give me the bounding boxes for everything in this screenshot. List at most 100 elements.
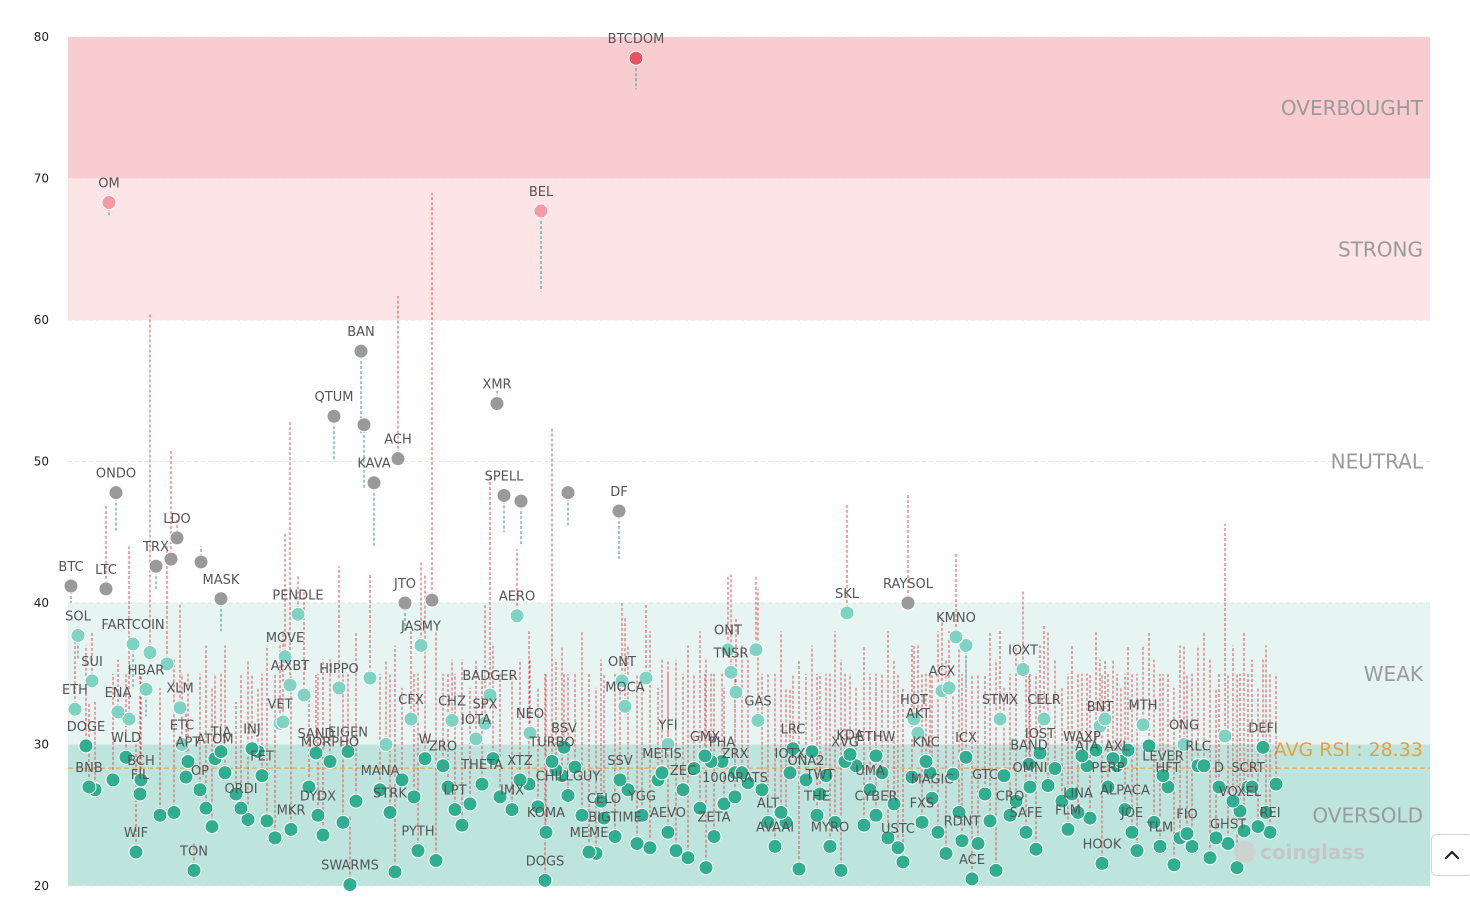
point-metis[interactable] bbox=[654, 765, 670, 781]
point-unlabeled[interactable] bbox=[259, 813, 275, 829]
point-unlabeled[interactable] bbox=[440, 779, 456, 795]
point-unlabeled[interactable] bbox=[833, 862, 849, 878]
point-unlabeled[interactable] bbox=[958, 637, 974, 653]
point-bnb[interactable] bbox=[81, 779, 97, 795]
point-zec[interactable] bbox=[675, 782, 691, 798]
point-rdnt[interactable] bbox=[954, 833, 970, 849]
point-unlabeled[interactable] bbox=[938, 845, 954, 861]
point-1000rats[interactable] bbox=[727, 789, 743, 805]
point-unlabeled[interactable] bbox=[121, 711, 137, 727]
point-kava[interactable] bbox=[366, 475, 382, 491]
point-lrc[interactable] bbox=[785, 741, 801, 757]
point-mask[interactable] bbox=[213, 591, 229, 607]
point-tia[interactable] bbox=[213, 744, 229, 760]
point-unlabeled[interactable] bbox=[362, 670, 378, 686]
point-sui[interactable] bbox=[84, 673, 100, 689]
point-unlabeled[interactable] bbox=[1208, 830, 1224, 846]
point-unlabeled[interactable] bbox=[267, 830, 283, 846]
point-aixbt[interactable] bbox=[282, 677, 298, 693]
point-kda[interactable] bbox=[842, 746, 858, 762]
point-twt[interactable] bbox=[812, 786, 828, 802]
point-spx[interactable] bbox=[477, 715, 493, 731]
point-unlabeled[interactable] bbox=[198, 800, 214, 816]
point-unlabeled[interactable] bbox=[686, 761, 702, 777]
point-unlabeled[interactable] bbox=[394, 772, 410, 788]
point-kmno[interactable] bbox=[948, 629, 964, 645]
point-joe[interactable] bbox=[1124, 824, 1140, 840]
point-zro[interactable] bbox=[435, 758, 451, 774]
point-ssv[interactable] bbox=[612, 772, 628, 788]
point-akt[interactable] bbox=[910, 725, 926, 741]
point-unlabeled[interactable] bbox=[275, 714, 291, 730]
point-df[interactable] bbox=[611, 503, 627, 519]
point-lpt[interactable] bbox=[447, 802, 463, 818]
point-unlabeled[interactable] bbox=[1268, 776, 1284, 792]
point-unlabeled[interactable] bbox=[951, 804, 967, 820]
point-unlabeled[interactable] bbox=[1008, 793, 1024, 809]
point-sol[interactable] bbox=[70, 628, 86, 644]
point-ordi[interactable] bbox=[233, 800, 249, 816]
point-unlabeled[interactable] bbox=[296, 687, 312, 703]
point-unlabeled[interactable] bbox=[193, 554, 209, 570]
point-gtc[interactable] bbox=[977, 786, 993, 802]
point-pyth[interactable] bbox=[410, 843, 426, 859]
point-unlabeled[interactable] bbox=[560, 485, 576, 501]
point-ygg[interactable] bbox=[634, 807, 650, 823]
point-tnsr[interactable] bbox=[723, 664, 739, 680]
point-unlabeled[interactable] bbox=[1141, 738, 1157, 754]
point-unlabeled[interactable] bbox=[348, 793, 364, 809]
point-w[interactable] bbox=[417, 751, 433, 767]
point-moca[interactable] bbox=[617, 698, 633, 714]
point-imx[interactable] bbox=[504, 802, 520, 818]
point-unlabeled[interactable] bbox=[818, 768, 834, 784]
point-unlabeled[interactable] bbox=[668, 843, 684, 859]
point-unlabeled[interactable] bbox=[904, 769, 920, 785]
point-unlabeled[interactable] bbox=[629, 836, 645, 852]
point-unlabeled[interactable] bbox=[428, 853, 444, 869]
point-ong[interactable] bbox=[1176, 737, 1192, 752]
point-unlabeled[interactable] bbox=[874, 765, 890, 781]
point-unlabeled[interactable] bbox=[166, 804, 182, 820]
point-unlabeled[interactable] bbox=[680, 850, 696, 866]
point-ont[interactable] bbox=[614, 673, 630, 689]
point-koma[interactable] bbox=[538, 824, 554, 840]
point-wld[interactable] bbox=[118, 749, 134, 765]
point-unlabeled[interactable] bbox=[1225, 793, 1241, 809]
point-strk[interactable] bbox=[382, 804, 398, 820]
point-unlabeled[interactable] bbox=[1120, 742, 1136, 758]
point-unlabeled[interactable] bbox=[513, 493, 529, 509]
point-yfi[interactable] bbox=[660, 737, 676, 752]
point-safe[interactable] bbox=[1018, 824, 1034, 840]
point-unlabeled[interactable] bbox=[1244, 779, 1260, 795]
point-unlabeled[interactable] bbox=[642, 840, 658, 856]
point-unlabeled[interactable] bbox=[1184, 838, 1200, 854]
point-unlabeled[interactable] bbox=[728, 684, 744, 700]
point-inj[interactable] bbox=[244, 741, 260, 757]
point-unlabeled[interactable] bbox=[217, 765, 233, 781]
point-unlabeled[interactable] bbox=[152, 807, 168, 823]
point-unlabeled[interactable] bbox=[1229, 860, 1245, 876]
point-hbar[interactable] bbox=[138, 681, 154, 697]
point-qtum[interactable] bbox=[326, 408, 342, 424]
point-ioxt[interactable] bbox=[1015, 662, 1031, 678]
point-ban[interactable] bbox=[353, 343, 369, 359]
point-bsv[interactable] bbox=[556, 739, 572, 755]
point-unlabeled[interactable] bbox=[941, 680, 957, 696]
point-unlabeled[interactable] bbox=[970, 836, 986, 852]
point-aevo[interactable] bbox=[660, 824, 676, 840]
point-ltc[interactable] bbox=[98, 581, 114, 597]
point-unlabeled[interactable] bbox=[791, 861, 807, 877]
point-omni[interactable] bbox=[1022, 779, 1038, 795]
point-ach[interactable] bbox=[390, 451, 406, 467]
point-mth[interactable] bbox=[1135, 717, 1151, 733]
point-unlabeled[interactable] bbox=[315, 827, 331, 843]
point-unlabeled[interactable] bbox=[945, 766, 961, 782]
point-unlabeled[interactable] bbox=[1217, 728, 1233, 744]
point-hippo[interactable] bbox=[331, 680, 347, 696]
point-unlabeled[interactable] bbox=[204, 819, 220, 835]
point-bigtime[interactable] bbox=[607, 828, 623, 844]
point-hook[interactable] bbox=[1094, 855, 1110, 871]
point-dogs[interactable] bbox=[537, 872, 553, 888]
point-sand[interactable] bbox=[308, 745, 324, 761]
point-iotx[interactable] bbox=[782, 765, 798, 781]
